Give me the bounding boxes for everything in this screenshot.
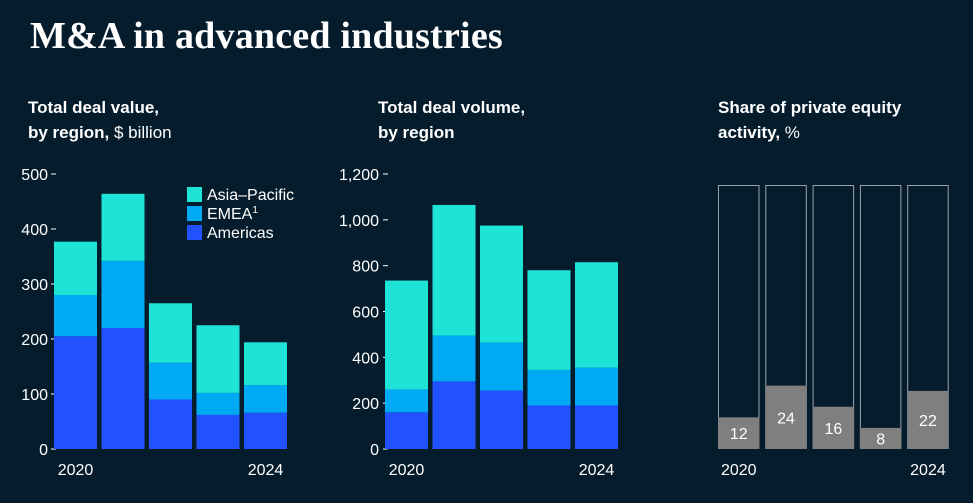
chart3-value-label: 16 [824,421,842,438]
chart2-bar-2023-asia-pacific [527,270,571,370]
chart1-bar-2022-emea [149,362,192,400]
chart2-bar-2024-asia-pacific [575,262,618,368]
chart3-bar-2022 [812,406,855,449]
chart2-ytick-label: 0 [370,442,379,459]
chart1-title: Total deal value, [28,98,160,117]
chart3-bar-2023 [859,427,902,449]
legend-swatch [187,225,202,240]
chart1-bar-2021-emea [101,260,145,328]
chart2-bar-2024-emea [575,367,618,406]
chart1-bar-2023-emea [196,392,240,415]
chart2-bar-2022-americas [480,390,523,449]
chart2-title-line2: by region [378,123,455,142]
legend-footnote-marker: 1 [252,205,258,216]
chart1-ytick-label: 500 [21,167,48,184]
chart2-ytick-label: 400 [352,350,379,367]
chart2-title: Total deal volume, [378,98,526,117]
chart3-title-line2: activity, [718,123,781,142]
chart2-bar-2023-americas [527,405,571,449]
chart1-bar-2023-asia-pacific [196,325,240,393]
chart1-xtick-label: 2024 [248,462,284,479]
chart1-ytick-label: 100 [21,387,48,404]
chart1-ytick-label: 300 [21,277,48,294]
chart1-bar-2024-asia-pacific [244,342,287,386]
chart1-bar-2021-americas [101,328,145,449]
chart1-bar-2024-americas [244,412,287,449]
chart1-ytick-label: 200 [21,332,48,349]
chart1-ytick-label: 400 [21,222,48,239]
chart1-bar-2021-asia-pacific [101,193,145,261]
chart1-bar-2020-emea [54,295,97,337]
chart1-xtick-label: 2020 [58,462,94,479]
chart3-frame-2023 [859,185,902,449]
chart2-bar-2021-americas [432,381,476,449]
chart2-ytick-label: 800 [352,259,379,276]
chart3-unit: % [784,123,800,142]
chart3-value-label: 8 [876,431,885,448]
chart1-bar-2020-asia-pacific [54,241,97,295]
chart2-ytick-label: 600 [352,305,379,322]
chart2-bar-2020-emea [385,389,428,413]
chart1-bar-2022-asia-pacific [149,303,192,363]
chart1-ytick-label: 0 [39,442,48,459]
chart1-bar-2023-americas [196,414,240,449]
legend-label: Americas [207,225,274,242]
chart1-unit: $ billion [113,123,172,142]
chart3-value-label: 22 [919,413,937,430]
chart2-bar-2024-americas [575,405,618,449]
page-title: M&A in advanced industries [30,15,503,57]
legend-swatch [187,187,202,202]
chart3-xtick-label: 2020 [721,462,757,479]
chart1-bar-2024-emea [244,385,287,413]
chart3-bar-2021 [765,385,807,449]
chart3-frame-2020 [718,185,760,449]
chart2-bar-2020-asia-pacific [385,280,428,390]
chart2-bar-2020-americas [385,412,428,449]
chart2-ytick-label: 200 [352,396,379,413]
chart2-subtitle: Total deal volume, by region [378,95,525,145]
chart3-xtick-label: 2024 [910,462,946,479]
chart3-bar-2020 [718,417,760,449]
chart2-ytick-label: 1,000 [339,213,379,230]
legend-label: Asia–Pacific [207,187,294,204]
legend-swatch [187,206,202,221]
chart3-value-label: 24 [777,410,795,427]
chart2-xtick-label: 2020 [389,462,425,479]
chart2-bar-2023-emea [527,369,571,406]
chart3-bar-2024 [907,390,949,449]
chart1-bar-2022-americas [149,399,192,449]
chart2-bar-2022-asia-pacific [480,225,523,343]
legend-label: EMEA1 [207,205,258,223]
chart1-bar-2020-americas [54,336,97,449]
chart1-subtitle: Total deal value, by region, $ billion [28,95,172,145]
chart3-subtitle: Share of private equity activity, % [718,95,901,145]
chart2-bar-2021-emea [432,335,476,382]
chart1-title-line2: by region, [28,123,110,142]
chart2-ytick-label: 1,200 [339,167,379,184]
chart2-bar-2022-emea [480,342,523,391]
chart3-value-label: 12 [730,426,748,443]
chart3-title: Share of private equity [718,98,902,117]
chart2-bar-2021-asia-pacific [432,204,476,336]
chart2-xtick-label: 2024 [579,462,615,479]
